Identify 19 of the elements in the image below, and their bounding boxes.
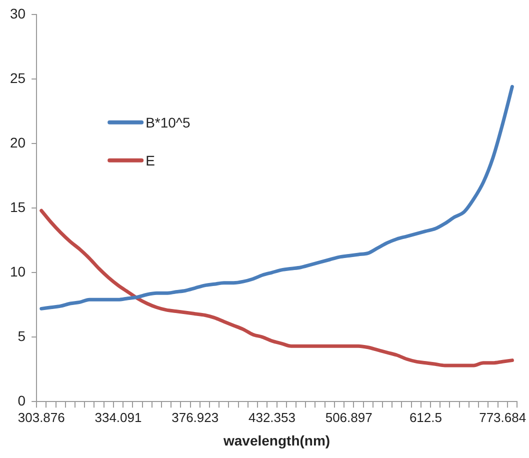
y-tick-label: 30 [10, 5, 26, 22]
y-tick-label: 10 [10, 263, 26, 280]
x-tick-label: 773.684 [479, 410, 526, 425]
legend-label: B*10^5 [146, 114, 190, 130]
line-series [40, 84, 514, 310]
x-tick-label: 303.876 [18, 410, 65, 425]
y-tick-label: 25 [10, 70, 26, 86]
y-tick-label: 0 [18, 392, 26, 408]
x-tick-label: 506.897 [325, 410, 372, 425]
legend-label: E [146, 152, 155, 168]
x-tick-label: 432.353 [248, 410, 296, 425]
x-tick-label: 612.5 [409, 410, 442, 425]
line-series [40, 208, 514, 368]
y-tick-label: 15 [10, 198, 26, 215]
y-tick-label: 5 [18, 328, 26, 344]
x-axis-title: wavelength(nm) [222, 432, 330, 448]
y-tick-label: 20 [10, 134, 26, 150]
x-tick-label: 334.091 [94, 410, 142, 425]
x-tick-label: 376.923 [172, 410, 219, 425]
